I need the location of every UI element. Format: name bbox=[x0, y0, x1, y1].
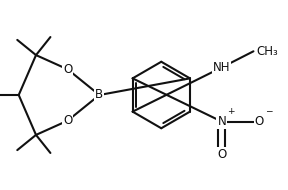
Text: O: O bbox=[63, 114, 72, 127]
Text: CH₃: CH₃ bbox=[256, 45, 278, 58]
Text: O: O bbox=[217, 148, 226, 161]
Text: +: + bbox=[227, 107, 234, 116]
Text: NH: NH bbox=[213, 61, 230, 74]
Text: −: − bbox=[265, 107, 272, 116]
Text: N: N bbox=[217, 115, 226, 128]
Text: O: O bbox=[255, 115, 264, 128]
Text: O: O bbox=[63, 63, 72, 76]
Text: B: B bbox=[95, 89, 103, 101]
